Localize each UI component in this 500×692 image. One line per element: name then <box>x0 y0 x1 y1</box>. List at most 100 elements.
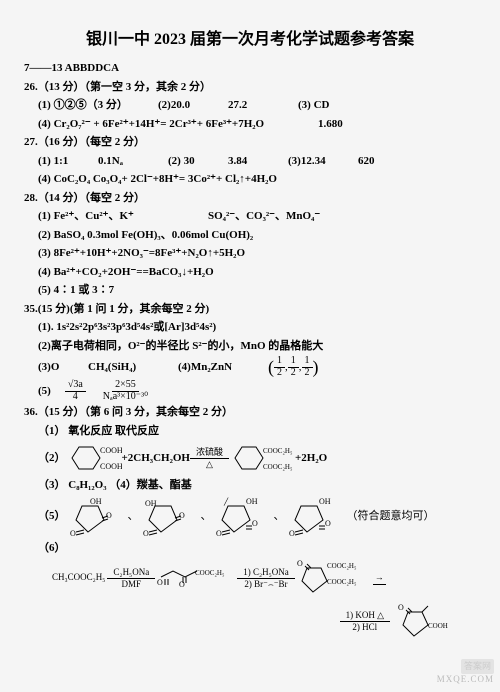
sep2: 、 <box>201 508 212 525</box>
watermark-url: MXQE.COM <box>437 673 494 687</box>
q26-2a: (2)20.0 <box>158 97 228 114</box>
q26-3: (3) CD <box>298 97 329 114</box>
svg-text:COOH: COOH <box>428 622 448 630</box>
cyclopentane-struct-3: O OH ╱ O <box>216 496 270 538</box>
mc-answers: 7——13 ABBDDCA <box>24 60 476 77</box>
q36-2lbl: （2） <box>38 450 66 467</box>
svg-text:OH: OH <box>90 497 102 506</box>
q36-r2: （2） COOH COOH +2CH₃CH₂OH 浓硫酸 △ COOC₂H₅ C… <box>24 441 476 475</box>
q27-head: 27.（16 分）（每空 2 分） <box>24 134 476 151</box>
cyclopentane-struct-2: O OH O <box>143 496 197 538</box>
sep3: 、 <box>274 508 285 525</box>
arrow-6d: 1) KOH △ 2) HCl <box>340 611 390 632</box>
a6top: C₂H₅ONa <box>107 568 155 579</box>
svg-text:O: O <box>216 529 222 538</box>
frac1-den: 4 <box>70 392 81 403</box>
q27-2a: (2) 30 <box>168 153 228 170</box>
q35-4: (4)Mn₂ZnN <box>178 359 268 376</box>
arrow-6a: C₂H₅ONa DMF <box>107 568 155 589</box>
q36-r6lbl: （6） <box>24 540 476 557</box>
q35-frac1: √3a 4 <box>65 380 86 402</box>
svg-text:COOH: COOH <box>100 462 122 471</box>
q28-1a: (1) Fe²⁺、Cu²⁺、K⁺ <box>38 208 208 225</box>
hexagon-cooh-icon: COOH COOH <box>66 441 122 475</box>
q35-3b: CH₄(SiH₄) <box>88 359 178 376</box>
svg-text:COOC₂H₅: COOC₂H₅ <box>327 578 357 586</box>
svg-text:COOC₂H₅: COOC₂H₅ <box>195 569 225 577</box>
svg-text:O: O <box>252 519 258 528</box>
arrow-6c: → <box>373 571 386 586</box>
svg-text:O: O <box>179 580 185 589</box>
q35-r3: (3)O CH₄(SiH₄) (4)Mn₂ZnN ( 12, 12, 12 ) <box>24 356 476 378</box>
q28-1b: SO₄²⁻、CO₃²⁻、MnO₄⁻ <box>208 208 320 225</box>
svg-text:OH: OH <box>145 499 157 508</box>
q35-5lbl: (5) <box>38 383 51 400</box>
q28-r1: (1) Fe²⁺、Cu²⁺、K⁺ SO₄²⁻、CO₃²⁻、MnO₄⁻ <box>24 208 476 225</box>
q28-r4: (4) Ba²⁺+CO₂+2OH⁻==BaCO₃↓+H₂O <box>24 264 476 281</box>
b6top: 1) C₂H₅ONa <box>237 568 295 579</box>
q27-row1: (1) 1:1 0.1Nₐ (2) 30 3.84 (3)12.34 620 <box>24 153 476 170</box>
q36-r5: （5） O OH O 、 O OH O 、 O OH ╱ O 、 O OH O … <box>24 496 476 538</box>
svg-text:COOC₂H₅: COOC₂H₅ <box>263 447 293 455</box>
svg-text:COOC₂H₅: COOC₂H₅ <box>327 562 357 570</box>
q36-r3: （3） C₈H₁₂O₃ （4）羰基、酯基 <box>24 477 476 494</box>
svg-text:O: O <box>157 578 163 587</box>
frac2-den: Nₐa³×10⁻³⁰ <box>100 392 151 403</box>
q35-coord: ( 12, 12, 12 ) <box>268 356 319 378</box>
hexagon-ester-icon: COOC₂H₅ COOC₂H₅ <box>229 441 295 475</box>
svg-text:COOC₂H₅: COOC₂H₅ <box>263 463 293 471</box>
svg-text:O: O <box>70 529 76 538</box>
q27-2b: 3.84 <box>228 153 288 170</box>
d6top: 1) KOH △ <box>340 611 390 622</box>
cyclopentane-struct-4: O OH O <box>289 496 343 538</box>
q35-r2: (2)离子电荷相同，O²⁻的半径比 S²⁻的小，MnO 的晶格能大 <box>24 338 476 355</box>
q36-r1: （1） 氧化反应 取代反应 <box>24 423 476 440</box>
arrow-bot: △ <box>206 459 213 469</box>
arrow-6b: 1) C₂H₅ONa 2) Br⁻⌢⁻Br <box>237 568 295 589</box>
q35-3a: (3)O <box>38 359 88 376</box>
q36-head: 36.（15 分）（第 6 问 3 分，其余每空 2 分） <box>24 404 476 421</box>
q35-frac2: 2×55 Nₐa³×10⁻³⁰ <box>100 380 151 402</box>
q35-head: 35.(15 分)(第 1 问 1 分，其余每空 2 分) <box>24 301 476 318</box>
svg-text:OH: OH <box>246 497 258 506</box>
d6bot: 2) HCl <box>352 622 377 632</box>
q36-5lbl: （5） <box>38 508 66 525</box>
svg-text:O: O <box>398 603 404 612</box>
q35-r1: (1). 1s²2s²2p⁶3s²3p⁶3d⁵4s²或[Ar]3d⁵4s²) <box>24 319 476 336</box>
frac2-num: 2×55 <box>112 380 139 392</box>
q27-3b: 620 <box>358 153 375 170</box>
q36-r6-end: 1) KOH △ 2) HCl O COOH <box>24 600 476 642</box>
svg-text:COOH: COOH <box>100 446 122 455</box>
q26-row1: (1) ①②⑤（3 分） (2)20.0 27.2 (3) CD <box>24 97 476 114</box>
q27-row2: (4) CoC₂O₄ Co₃O₄+ 2Cl⁻+8H⁺= 3Co²⁺+ Cl₂↑+… <box>24 171 476 188</box>
page-title: 银川一中 2023 届第一次月考化学试题参考答案 <box>24 28 476 52</box>
q26-row2: (4) Cr₂O₇²⁻ + 6Fe²⁺+14H⁺= 2Cr³⁺+ 6Fe³⁺+7… <box>24 116 476 133</box>
svg-text:O: O <box>179 511 185 520</box>
svg-text:OH: OH <box>319 497 331 506</box>
reaction-arrow: 浓硫酸 △ <box>190 448 229 469</box>
q36-r6-scheme: CH₃COOC₂H₅ C₂H₅ONa DMF O O COOC₂H₅ 1) C₂… <box>24 558 476 598</box>
q27-3a: (3)12.34 <box>288 153 358 170</box>
q26-4a: (4) Cr₂O₇²⁻ + 6Fe²⁺+14H⁺= 2Cr³⁺+ 6Fe³⁺+7… <box>38 116 318 133</box>
svg-text:O: O <box>106 511 112 520</box>
a6bot: DMF <box>122 579 142 589</box>
q27-1b: 0.1Nₐ <box>98 153 168 170</box>
svg-text:O: O <box>143 529 149 538</box>
b6bot: 2) Br⁻⌢⁻Br <box>244 579 287 589</box>
q26-1: (1) ①②⑤（3 分） <box>38 97 158 114</box>
cyclopentane-cooh-icon: O COOH <box>396 600 456 642</box>
q35-r5: (5) √3a 4 2×55 Nₐa³×10⁻³⁰ <box>24 380 476 402</box>
q28-head: 28.（14 分）（每空 2 分） <box>24 190 476 207</box>
cyclopentane-diester-icon: O COOC₂H₅ COOC₂H₅ <box>297 558 371 598</box>
q36-5tail: （符合题意均可） <box>347 508 435 525</box>
q28-r5: (5) 4∶1 或 3∶7 <box>24 282 476 299</box>
cyclopentane-struct-1: O OH O <box>70 496 124 538</box>
q28-r2: (2) BaSO₄ 0.3mol Fe(OH)₃、0.06mol Cu(OH)₂ <box>24 227 476 244</box>
q28-r3: (3) 8Fe²⁺+10H⁺+2NO₃⁻=8Fe³⁺+N₂O↑+5H₂O <box>24 245 476 262</box>
frac1-num: √3a <box>65 380 86 392</box>
diketone-ester-icon: O O COOC₂H₅ <box>157 563 235 593</box>
q27-1a: (1) 1:1 <box>38 153 98 170</box>
svg-text:O: O <box>289 529 295 538</box>
svg-text:O: O <box>297 559 303 568</box>
q26-2b: 27.2 <box>228 97 298 114</box>
